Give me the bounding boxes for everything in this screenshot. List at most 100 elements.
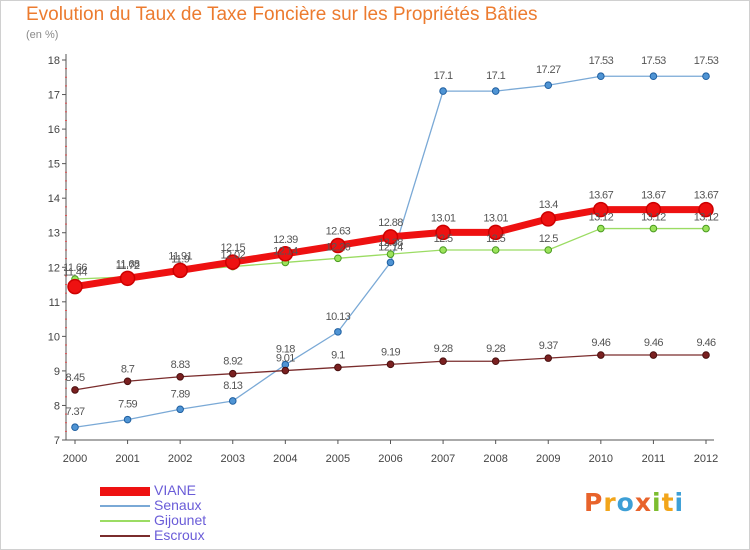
y-tick-label: 14: [48, 193, 60, 205]
data-label: 12.26: [326, 241, 351, 253]
data-label: 8.45: [65, 372, 84, 384]
data-point: [435, 224, 451, 241]
data-label: 7.89: [171, 388, 190, 400]
y-tick-label: 8: [54, 400, 60, 412]
data-label: 7.37: [65, 406, 84, 418]
data-point: [593, 201, 609, 218]
legend-swatch: [100, 520, 150, 522]
data-point: [702, 72, 710, 81]
data-label: 12.02: [220, 250, 245, 262]
data-point: [597, 351, 605, 359]
data-label: 13.67: [641, 190, 666, 202]
data-point: [330, 237, 346, 254]
data-label: 12.15: [220, 242, 245, 254]
logo-letter: r: [603, 488, 617, 517]
data-point: [225, 254, 241, 270]
data-label: 12.88: [378, 217, 403, 229]
data-label: 11.72: [116, 260, 140, 272]
y-tick-label: 18: [48, 55, 60, 67]
data-label: 17.1: [434, 70, 453, 82]
y-tick-label: 12: [48, 262, 60, 274]
data-point: [491, 87, 500, 95]
data-label: 9.18: [276, 344, 295, 356]
data-point: [645, 201, 662, 218]
legend-swatch: [100, 486, 150, 496]
data-label: 12.5: [434, 233, 453, 245]
x-tick-label: 2001: [115, 453, 139, 465]
data-point: [649, 72, 658, 81]
data-point: [382, 229, 399, 245]
data-label: 11.9: [171, 254, 190, 266]
chart-data-labels: 7.37 7.59 7.89 8.13 9.18 10.13 12.14 17.1 17.1 17…: [63, 55, 719, 418]
data-label: 12.38: [378, 237, 403, 249]
data-point: [702, 351, 710, 359]
y-tick-label: 13: [48, 228, 60, 240]
data-label: 12.63: [326, 226, 351, 238]
data-label: 13.01: [483, 212, 508, 224]
data-point: [334, 328, 342, 336]
data-label: 12.39: [273, 234, 298, 246]
data-label: 8.92: [223, 356, 242, 368]
chart-axes: 7 8 9 10 11 12 13 14 15 16 17 18 2000 2001 2002 2003 200…: [48, 54, 718, 465]
x-tick-label: 2010: [589, 453, 613, 465]
logo-letter: x: [634, 488, 652, 517]
data-point: [597, 72, 605, 81]
y-tick-label: 10: [48, 331, 60, 343]
data-point: [491, 357, 500, 366]
data-label: 10.13: [326, 311, 351, 323]
data-label: 11.68: [116, 258, 140, 270]
data-label: 9.46: [644, 337, 663, 349]
data-point: [67, 278, 83, 295]
data-label: 7.59: [118, 399, 137, 411]
data-label: 13.67: [694, 190, 719, 202]
x-tick-label: 2012: [694, 453, 718, 465]
x-tick-label: 2000: [63, 453, 87, 465]
legend-label: Senaux: [154, 497, 202, 513]
data-point: [439, 357, 447, 366]
data-label: 8.7: [121, 363, 135, 375]
x-tick-label: 2003: [221, 453, 245, 465]
x-tick-label: 2008: [483, 453, 507, 465]
data-label: 9.1: [331, 349, 345, 361]
data-label: 11.44: [63, 267, 87, 279]
data-label: 17.1: [486, 70, 505, 82]
data-label: 9.46: [591, 337, 610, 349]
logo-letter: o: [616, 488, 635, 517]
legend-swatch: [100, 505, 150, 507]
logo-letter: i: [674, 488, 685, 517]
data-label: 17.53: [641, 55, 666, 67]
data-point: [123, 377, 132, 386]
data-point: [544, 81, 553, 90]
data-point: [119, 270, 136, 287]
x-tick-label: 2011: [642, 453, 666, 465]
data-point: [386, 250, 395, 258]
data-point: [334, 254, 342, 263]
x-tick-label: 2007: [431, 453, 455, 465]
x-tick-label: 2006: [378, 453, 402, 465]
data-point: [228, 369, 237, 378]
data-label: 9.01: [276, 353, 295, 365]
data-point: [71, 386, 79, 394]
data-point: [123, 415, 132, 424]
data-label: 17.27: [536, 64, 561, 76]
data-label: 8.83: [171, 359, 190, 371]
data-label: 11.91: [168, 250, 192, 262]
data-point: [386, 258, 395, 267]
data-label: 9.46: [696, 337, 715, 349]
data-label: 13.12: [589, 212, 614, 224]
data-label: 13.67: [589, 190, 614, 202]
series-viane: [67, 201, 714, 295]
chart-unit-label: (en %): [26, 29, 59, 41]
data-label: 12.14: [273, 245, 298, 257]
data-label: 12.5: [486, 233, 505, 245]
data-label: 9.28: [486, 343, 505, 355]
data-point: [698, 201, 714, 218]
data-point: [597, 224, 605, 233]
data-label: 9.28: [434, 343, 453, 355]
data-label: 13.12: [694, 212, 719, 224]
proxiti-logo: Proxiti: [584, 488, 684, 517]
data-point: [540, 211, 556, 227]
legend-label: VIANE: [154, 482, 197, 498]
data-point: [172, 262, 188, 279]
